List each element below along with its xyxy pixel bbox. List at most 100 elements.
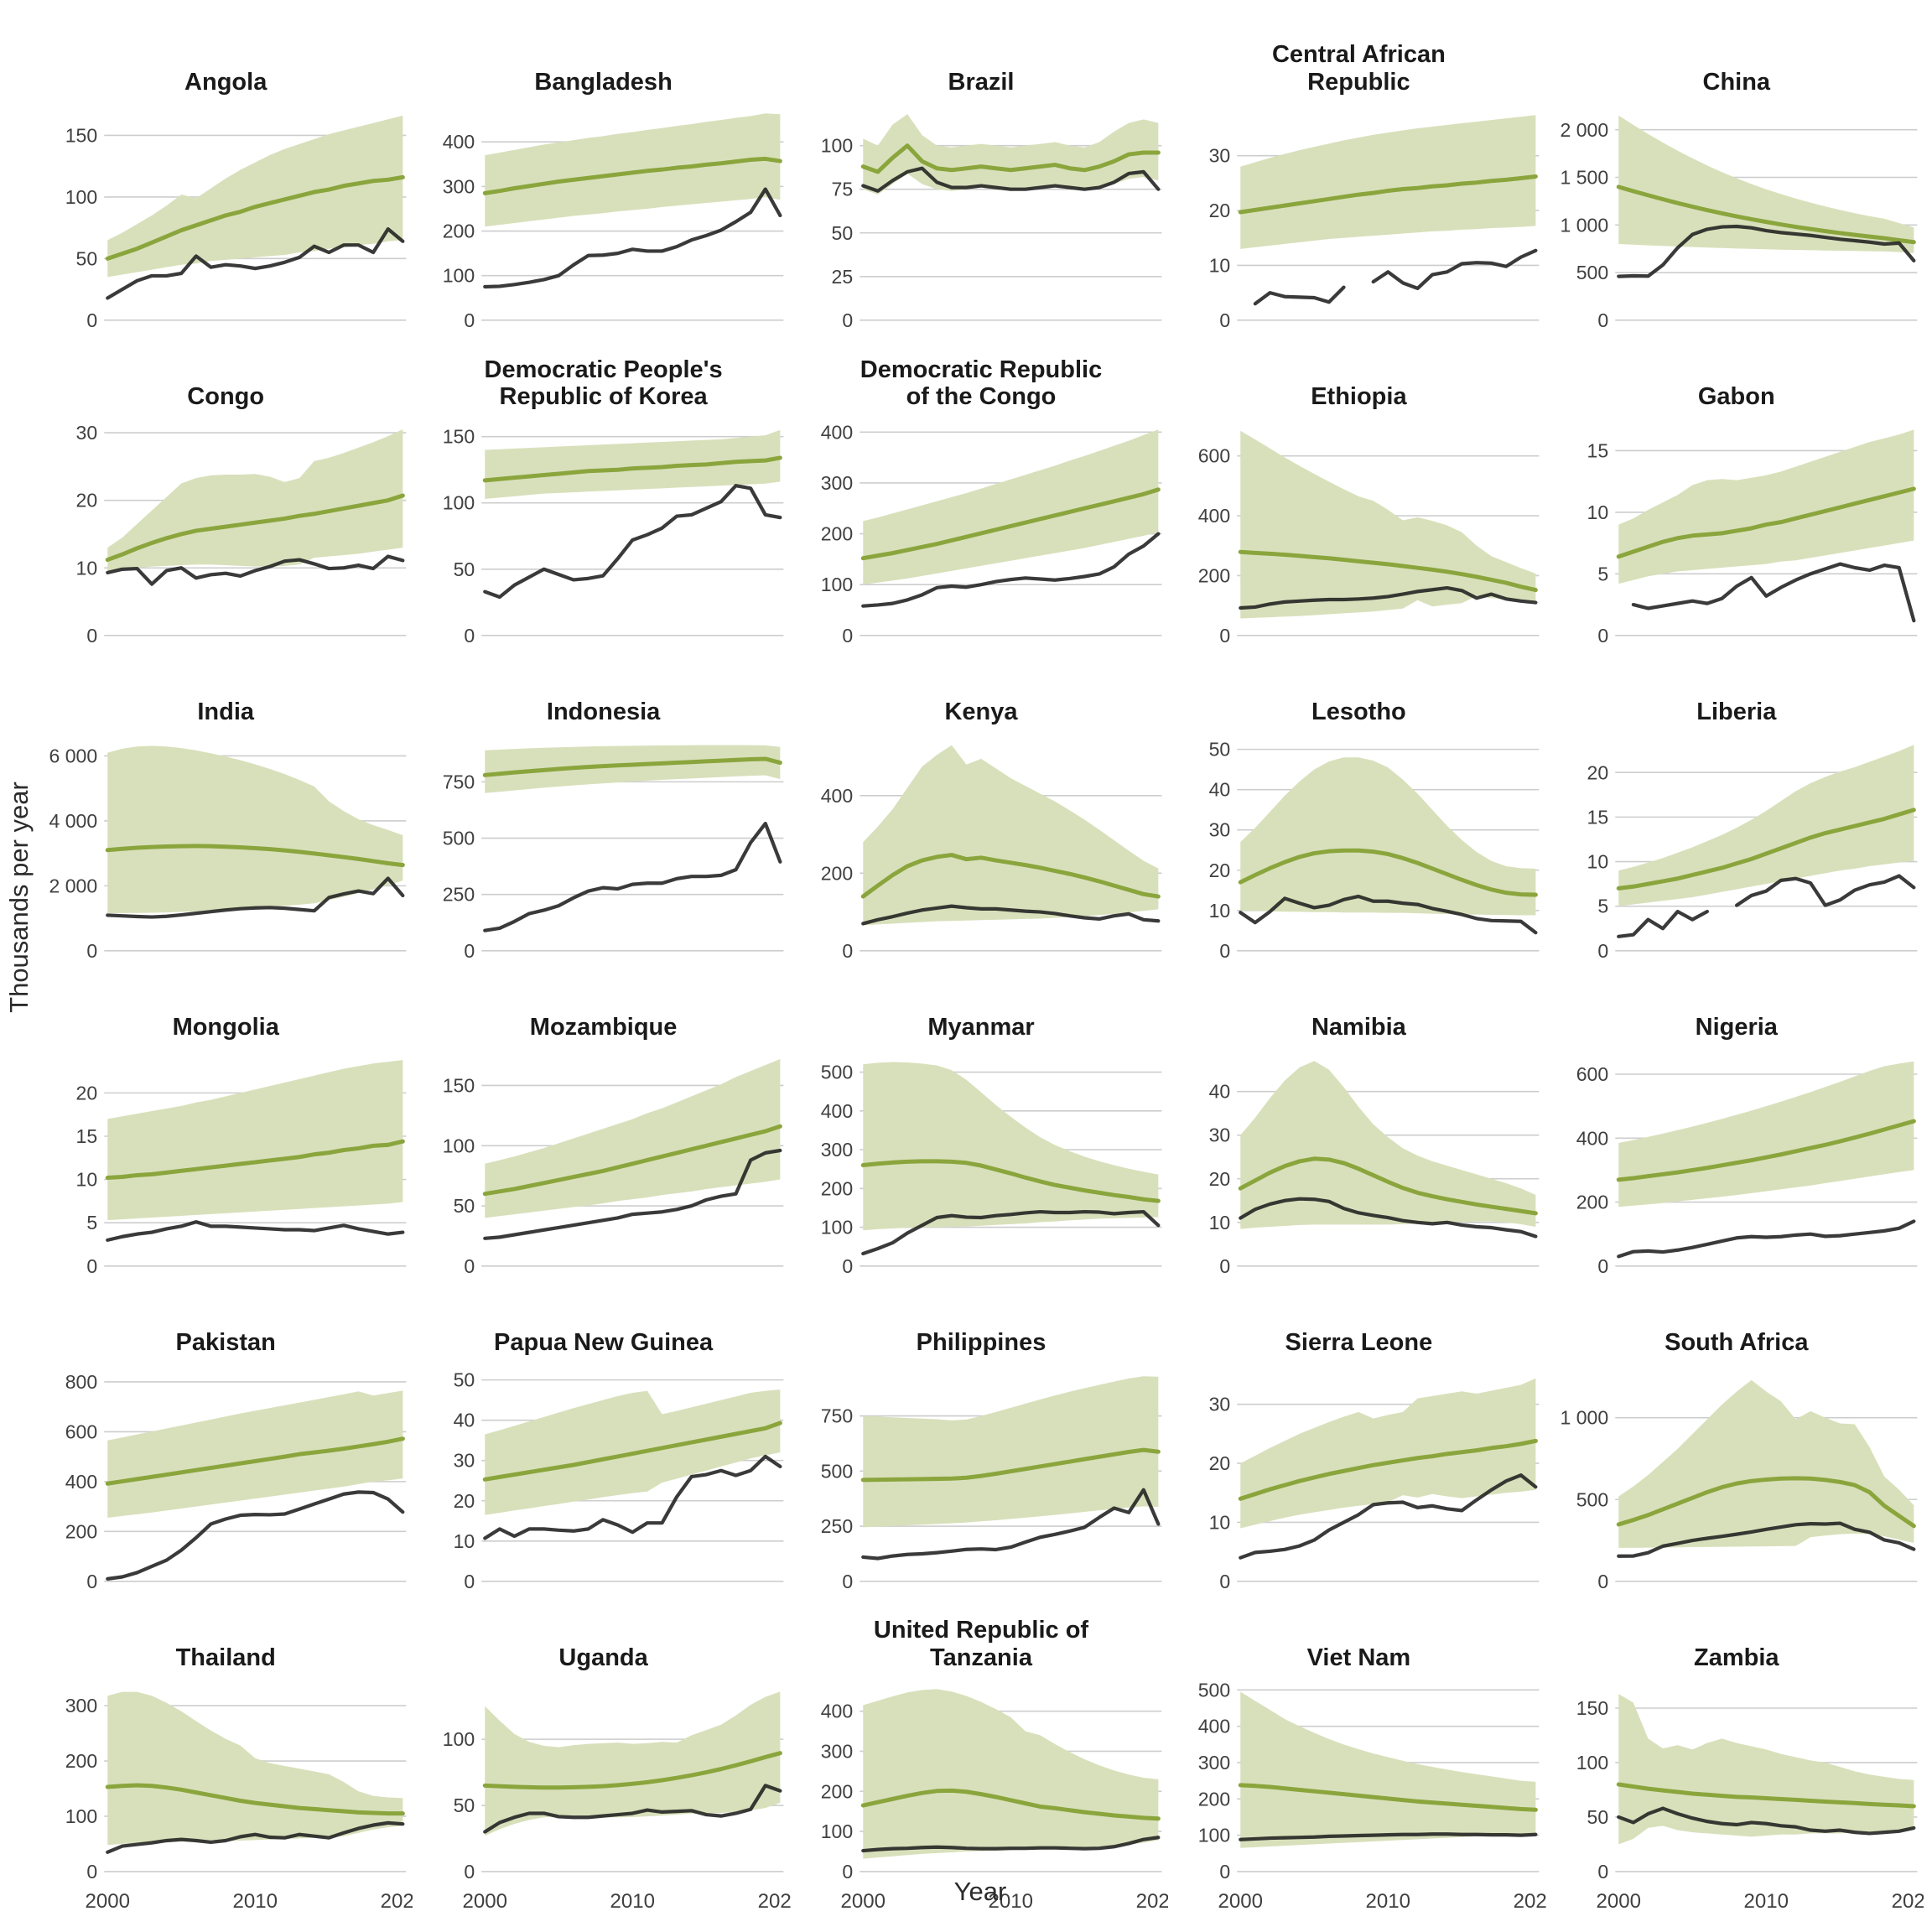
notifications-line [1631,562,1916,623]
facet-chart: 0 10 20 30 40 [1209,1060,1540,1276]
y-tick-label: 1 000 [1560,1406,1608,1428]
y-tick-label: 400 [821,1099,853,1121]
y-tick-label: 0 [1597,309,1608,331]
y-tick-label: 0 [842,1570,853,1592]
y-tick-label: 0 [1220,940,1231,962]
notifications-line [483,1148,782,1240]
y-tick-label: 10 [1587,501,1608,523]
facet-zambia: Zambia 0 50 100 150 2000 2010 2020 [1550,1601,1924,1916]
facet-title: South Africa [1665,1329,1809,1357]
facet-title: Philippines [916,1329,1046,1357]
facet-title: Pakistan [175,1329,276,1357]
y-tick-label: 50 [76,247,98,269]
y-tick-label: 20 [76,1082,98,1104]
y-tick-label: 2 000 [1560,119,1608,141]
estimate-line [860,1789,1161,1821]
facet-indonesia: Indonesia 0 250 500 750 [416,656,790,971]
y-tick-label: 0 [842,1254,853,1276]
facet-thailand: Thailand 0 100 200 300 2000 2010 2020 [39,1601,413,1916]
y-tick-label: 200 [1198,1789,1230,1810]
uncertainty-band [485,745,781,793]
y-tick-label: 0 [1220,1570,1231,1592]
notifications-line [1239,1472,1538,1560]
facet-gabon: Gabon 0 5 10 15 [1550,340,1924,656]
notifications-line [1371,248,1538,291]
y-tick-label: 25 [831,266,853,288]
y-tick-label: 400 [821,1701,853,1722]
y-tick-label: 5 [86,1212,97,1233]
uncertainty-band [1618,429,1914,584]
notifications-line [483,483,782,599]
facet-title: Myanmar [927,1014,1035,1041]
facet-mozambique: Mozambique 0 50 100 150 [416,971,790,1286]
x-tick-label: 2010 [988,1890,1033,1913]
y-tick-label: 30 [1209,818,1231,840]
uncertainty-band [1618,745,1914,906]
x-tick-label: 2000 [1596,1890,1641,1913]
y-tick-label: 20 [1209,1167,1231,1189]
facet-title: Congo [187,383,265,411]
y-tick-label: 150 [443,426,475,448]
estimate-line [1238,1438,1539,1501]
notifications-line [483,187,782,289]
estimate-line [1238,1156,1539,1215]
x-tick-label: 2010 [1366,1890,1411,1913]
uncertainty-band [863,429,1159,585]
facet-title: Indonesia [546,699,661,726]
y-tick-label: 250 [443,883,475,905]
facet-ethiopia: Ethiopia 0 200 400 600 [1171,340,1545,656]
x-tick-label: 2010 [610,1890,656,1913]
uncertainty-band [107,1389,403,1518]
y-tick-label: 0 [1597,1254,1608,1276]
y-tick-label: 600 [1576,1063,1607,1085]
y-tick-label: 300 [821,472,853,494]
facet-title: Bangladesh [534,68,673,96]
facet-title: Zambia [1694,1644,1779,1671]
y-tick-label: 300 [443,175,475,197]
facet-south-africa: South Africa 0 500 1 000 [1550,1286,1924,1602]
y-tick-label: 30 [1209,1393,1231,1415]
y-tick-label: 0 [1597,1570,1608,1592]
facet-title: Nigeria [1695,1014,1778,1041]
notifications-line [106,1489,405,1581]
notifications-line [106,876,405,919]
uncertainty-band [1240,430,1536,619]
facet-title: Mozambique [529,1014,678,1041]
x-tick-label: 2020 [758,1890,791,1913]
facet-myanmar: Myanmar 0 100 200 300 400 500 [794,971,1168,1286]
y-tick-label: 15 [76,1125,98,1147]
y-tick-label: 5 [1597,895,1608,917]
y-tick-label: 50 [831,222,853,244]
y-tick-label: 15 [1587,439,1608,461]
facet-lesotho: Lesotho 0 10 20 30 40 50 [1171,656,1545,971]
y-tick-label: 400 [65,1470,97,1492]
y-tick-label: 40 [454,1409,475,1431]
y-tick-label: 500 [1576,262,1607,283]
y-tick-label: 500 [1198,1681,1230,1701]
y-tick-label: 400 [443,131,475,153]
uncertainty-band [863,1062,1159,1230]
facet-india: India 0 2 000 4 000 6 000 [39,656,413,971]
estimate-line [1238,174,1539,215]
estimate-line [1616,184,1916,245]
y-tick-label: 4 000 [49,810,98,832]
facet-chart: 0 250 500 750 [443,745,784,962]
x-tick-label: 2000 [85,1890,130,1913]
facet-philippines: Philippines 0 250 500 750 [794,1286,1168,1602]
facet-chart: 0 100 200 300 400 [821,421,1162,647]
y-tick-label: 750 [821,1405,853,1426]
facet-liberia: Liberia 0 5 10 15 20 [1550,656,1924,971]
facet-chart: 0 100 200 300 400 500 [821,1061,1162,1276]
estimate-line [483,1751,783,1790]
y-tick-label: 50 [454,1794,475,1816]
y-tick-label: 10 [1587,850,1608,872]
facet-title: Viet Nam [1306,1644,1411,1671]
y-tick-label: 0 [842,309,853,331]
y-tick-label: 0 [842,625,853,647]
y-tick-label: 0 [1220,625,1231,647]
facet-chart: 0 500 1 000 1 500 2 000 [1560,115,1917,331]
y-tick-label: 50 [1587,1806,1608,1828]
notifications-line [1616,1520,1916,1558]
y-tick-label: 600 [65,1420,97,1442]
facet-angola: Angola 0 50 100 150 [39,25,413,340]
